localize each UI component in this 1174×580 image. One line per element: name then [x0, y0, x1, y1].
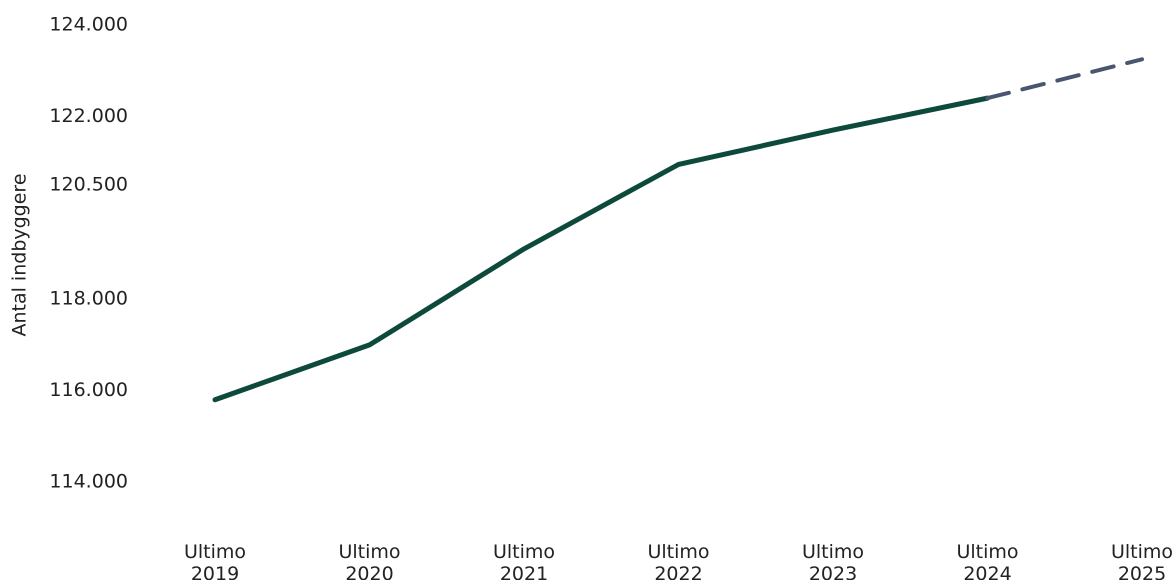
x-tick-label: Ultimo 2021: [493, 541, 555, 580]
data-line: [985, 57, 1144, 101]
x-tick-label: Ultimo 2025: [1111, 541, 1173, 580]
y-axis-label: Antal indbyggere: [9, 173, 31, 336]
y-tick-label: 124.000: [49, 14, 128, 36]
y-tick-label: 116.000: [49, 379, 128, 401]
x-tick-label: Ultimo 2024: [956, 541, 1018, 580]
y-tick-label: 122.000: [49, 105, 128, 127]
x-tick-label: Ultimo 2019: [184, 541, 246, 580]
y-tick-label: 118.000: [49, 288, 128, 310]
x-tick-label: Ultimo 2022: [647, 541, 709, 580]
data-line: [212, 95, 990, 403]
x-tick-label: Ultimo 2023: [802, 541, 864, 580]
y-tick-label: 120.500: [49, 173, 128, 195]
y-tick-label: 114.000: [49, 471, 128, 493]
x-tick-label: Ultimo 2020: [338, 541, 400, 580]
